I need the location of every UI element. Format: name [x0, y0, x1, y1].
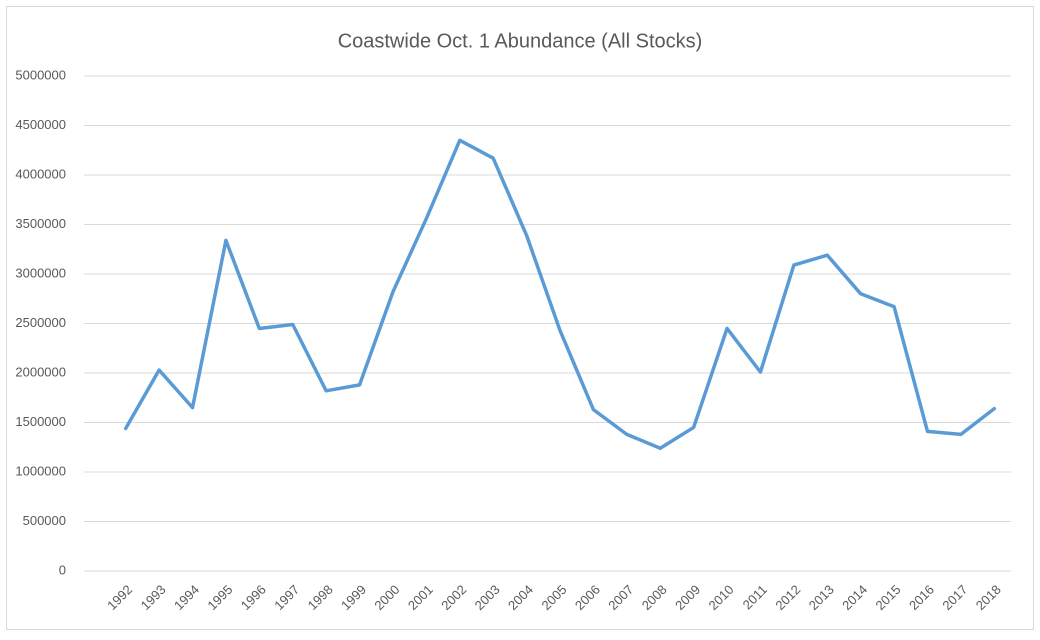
- y-tick-label: 2500000: [15, 315, 66, 330]
- y-tick-label: 4500000: [15, 117, 66, 132]
- y-tick-label: 0: [59, 562, 66, 577]
- y-tick-label: 5000000: [15, 67, 66, 82]
- y-tick-label: 4000000: [15, 166, 66, 181]
- y-tick-label: 1500000: [15, 414, 66, 429]
- y-tick-label: 3500000: [15, 216, 66, 231]
- chart-border: [6, 6, 1034, 630]
- y-tick-label: 1000000: [15, 463, 66, 478]
- data-line: [123, 138, 997, 450]
- chart-title: Coastwide Oct. 1 Abundance (All Stocks): [338, 30, 703, 52]
- y-tick-label: 2000000: [15, 364, 66, 379]
- y-tick-label: 500000: [23, 513, 66, 528]
- y-tick-label: 3000000: [15, 265, 66, 280]
